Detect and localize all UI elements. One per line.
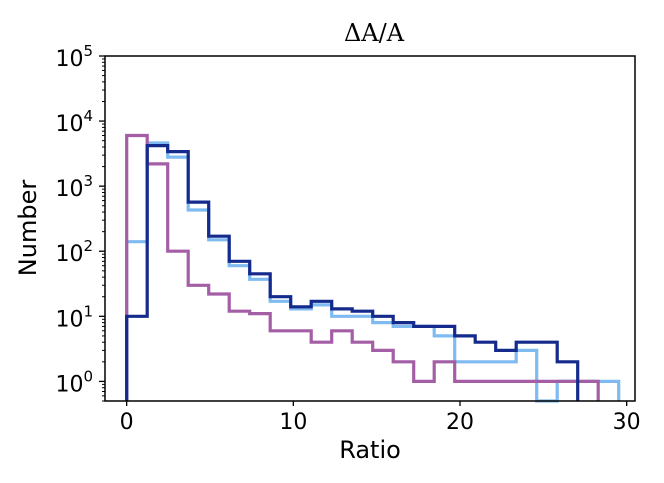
series-1-step-line xyxy=(125,141,621,403)
series-3-step-line xyxy=(125,144,580,401)
series-layer xyxy=(125,133,621,403)
series-2-step-line xyxy=(125,133,600,401)
y-tick-label: 105 xyxy=(55,42,93,72)
y-tick-label: 104 xyxy=(55,107,93,137)
y-axis: 100 101 102 103 104 105 xyxy=(55,42,105,402)
y-tick-label: 103 xyxy=(55,172,93,202)
y-tick-label: 100 xyxy=(55,367,93,397)
x-axis: 0 10 20 30 xyxy=(120,401,641,435)
x-tick-label: 0 xyxy=(120,410,134,435)
x-tick-label: 30 xyxy=(613,410,641,435)
x-axis-label: Ratio xyxy=(339,436,401,464)
x-tick-label: 10 xyxy=(279,410,307,435)
chart-title: ΔA/A xyxy=(344,19,405,47)
plot-frame xyxy=(104,55,636,402)
y-tick-label: 102 xyxy=(55,237,93,267)
y-tick-label: 101 xyxy=(55,302,93,332)
x-tick-label: 20 xyxy=(446,410,474,435)
y-axis-label: Number xyxy=(14,180,42,277)
